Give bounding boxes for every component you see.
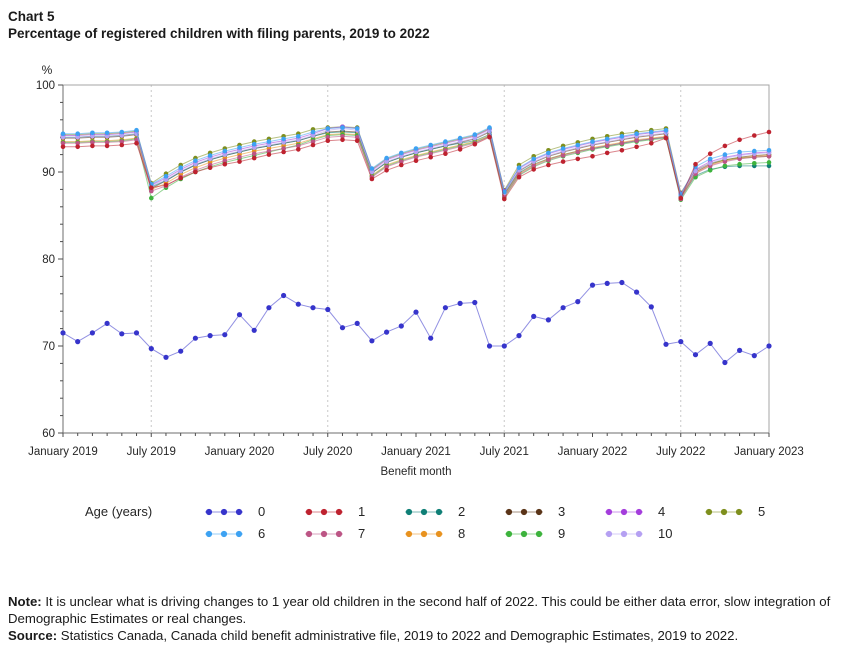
y-axis-ticks: 60 70 80 90 100 (36, 80, 63, 440)
note-line: Note: It is unclear what is driving chan… (8, 593, 850, 627)
legend-item-age-7: 7 (302, 523, 402, 545)
svg-text:90: 90 (42, 167, 55, 179)
series-age-6 (60, 125, 772, 197)
legend-label: 10 (658, 526, 673, 541)
svg-text:January 2023: January 2023 (734, 446, 804, 458)
legend-item-age-2: 2 (402, 501, 502, 523)
legend-item-age-10: 10 (602, 523, 702, 545)
legend-label: 1 (358, 504, 366, 519)
source-text: Statistics Canada, Canada child benefit … (57, 628, 739, 643)
legend-item-age-8: 8 (402, 523, 502, 545)
chart-area: 60 70 80 90 100% January 2019 July 2019 January… (0, 60, 853, 487)
svg-text:July 2019: July 2019 (127, 446, 176, 458)
series-age-8 (60, 131, 772, 201)
svg-text:July 2020: July 2020 (303, 446, 352, 458)
legend-marker-icon (505, 508, 543, 516)
legend-item-age-5: 5 (702, 501, 802, 523)
legend-item-age-4: 4 (602, 501, 702, 523)
legend-marker-icon (705, 508, 743, 516)
svg-text:July 2022: July 2022 (656, 446, 705, 458)
legend-item-age-1: 1 (302, 501, 402, 523)
note-label: Note: (8, 594, 42, 609)
legend-label: 9 (558, 526, 566, 541)
y-axis-label: % (42, 63, 53, 77)
legend-marker-icon (605, 530, 643, 538)
legend-marker-icon (205, 530, 243, 538)
legend-label: 3 (558, 504, 566, 519)
legend: Age (years) 0 1 2 3 4 5 6 7 8 9 10 (85, 501, 853, 545)
legend-marker-icon (305, 508, 343, 516)
legend-title: Age (years) (85, 504, 153, 519)
note-text: It is unclear what is driving changes to… (8, 594, 831, 626)
legend-label: 0 (258, 504, 266, 519)
x-axis-ticks: January 2019 July 2019 January 2020 July 20… (28, 433, 804, 458)
notes: Note: It is unclear what is driving chan… (8, 593, 850, 644)
legend-item-age-0: 0 (202, 501, 302, 523)
series-age-1 (60, 129, 772, 202)
svg-text:January 2020: January 2020 (205, 446, 275, 458)
source-label: Source: (8, 628, 58, 643)
legend-marker-icon (205, 508, 243, 516)
legend-item-age-3: 3 (502, 501, 602, 523)
legend-marker-icon (405, 508, 443, 516)
source-line: Source: Statistics Canada, Canada child … (8, 627, 850, 644)
legend-marker-icon (305, 530, 343, 538)
legend-label: 4 (658, 504, 666, 519)
legend-marker-icon (405, 530, 443, 538)
legend-item-age-9: 9 (502, 523, 602, 545)
svg-text:July 2021: July 2021 (480, 446, 529, 458)
legend-label: 7 (358, 526, 366, 541)
svg-text:January 2021: January 2021 (381, 446, 451, 458)
legend-marker-icon (605, 508, 643, 516)
legend-rows: 0 1 2 3 4 5 6 7 8 9 10 (202, 501, 802, 545)
gridlines (150, 85, 682, 433)
svg-text:60: 60 (42, 428, 55, 440)
svg-text:70: 70 (42, 341, 55, 353)
chart-header: Chart 5 Percentage of registered childre… (0, 0, 853, 42)
series-age-7 (60, 134, 772, 202)
x-axis-label: Benefit month (381, 466, 452, 478)
legend-row: 0 1 2 3 4 5 (202, 501, 802, 523)
legend-label: 5 (758, 504, 766, 519)
series-age-9 (60, 132, 772, 203)
legend-label: 6 (258, 526, 266, 541)
legend-item-age-6: 6 (202, 523, 302, 545)
series-age-0 (60, 279, 772, 366)
svg-text:January 2022: January 2022 (558, 446, 628, 458)
legend-row: 6 7 8 9 10 (202, 523, 802, 545)
legend-label: 8 (458, 526, 466, 541)
chart-number: Chart 5 (8, 9, 55, 24)
legend-marker-icon (505, 530, 543, 538)
svg-text:100: 100 (36, 80, 55, 92)
page-title: Percentage of registered children with f… (8, 26, 430, 41)
legend-label: 2 (458, 504, 466, 519)
svg-text:January 2019: January 2019 (28, 446, 98, 458)
svg-text:80: 80 (42, 254, 55, 266)
